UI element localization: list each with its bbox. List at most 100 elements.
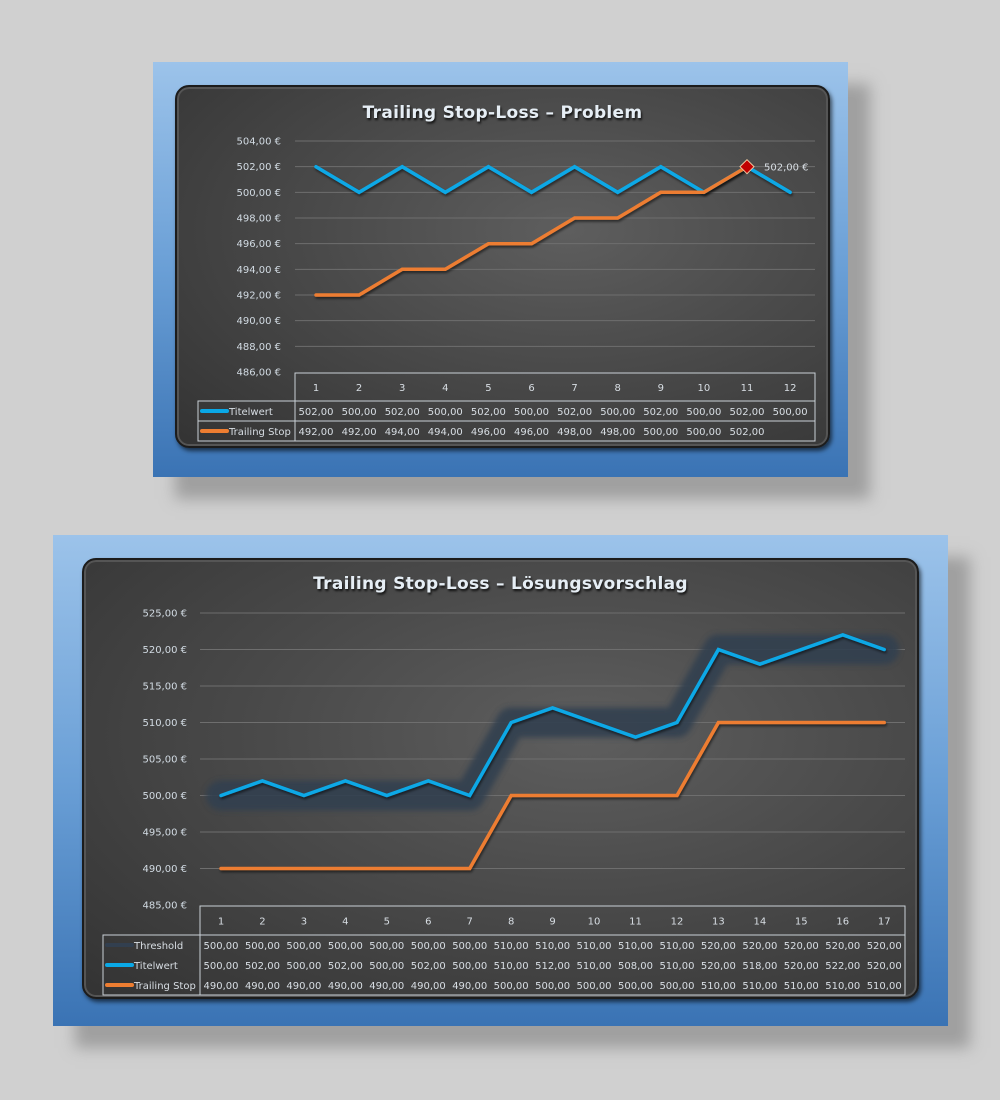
table-cell: 500,00 xyxy=(659,981,694,992)
category-label: 1 xyxy=(313,383,319,394)
table-cell: 520,00 xyxy=(742,941,777,952)
table-cell: 500,00 xyxy=(342,407,377,418)
legend-entry: Titelwert xyxy=(133,961,178,972)
table-cell: 510,00 xyxy=(825,981,860,992)
category-label: 2 xyxy=(356,383,362,394)
category-label: 12 xyxy=(671,917,684,928)
table-cell: 500,00 xyxy=(773,407,808,418)
table-cell: 502,00 xyxy=(730,407,765,418)
table-cell: 500,00 xyxy=(494,981,529,992)
diamond-marker-icon[interactable] xyxy=(739,158,755,175)
y-axis-label: 498,00 € xyxy=(236,214,281,225)
y-axis-label: 490,00 € xyxy=(236,316,281,327)
table-cell: 500,00 xyxy=(286,941,321,952)
table-cell: 502,00 xyxy=(557,407,592,418)
table-cell: 500,00 xyxy=(514,407,549,418)
category-label: 11 xyxy=(629,917,642,928)
series-line-trailing-stop[interactable] xyxy=(314,164,749,297)
table-cell: 490,00 xyxy=(411,981,446,992)
table-cell: 500,00 xyxy=(411,941,446,952)
table-cell: 502,00 xyxy=(730,427,765,438)
category-label: 7 xyxy=(571,383,577,394)
table-cell: 522,00 xyxy=(825,961,860,972)
table-cell: 492,00 xyxy=(342,427,377,438)
chart1-area[interactable]: Trailing Stop-Loss – Problem xyxy=(175,85,830,448)
table-cell: 520,00 xyxy=(701,961,736,972)
table-cell: 490,00 xyxy=(369,981,404,992)
y-axis-label: 515,00 € xyxy=(142,682,187,693)
category-label: 4 xyxy=(342,917,348,928)
legend-entry: Trailing Stop xyxy=(228,427,291,438)
category-label: 10 xyxy=(588,917,601,928)
table-cell: 490,00 xyxy=(204,981,239,992)
category-label: 11 xyxy=(741,383,754,394)
table-cell: 492,00 xyxy=(299,427,334,438)
chart2-area[interactable]: Trailing Stop-Loss – Lösungsvorschlag xyxy=(82,558,919,999)
legend-entry: Trailing Stop xyxy=(133,981,196,992)
category-label: 14 xyxy=(753,917,766,928)
table-cell: 510,00 xyxy=(535,941,570,952)
series-threshold-band[interactable] xyxy=(206,634,900,811)
table-cell: 498,00 xyxy=(600,427,635,438)
table-cell: 494,00 xyxy=(428,427,463,438)
table-cell: 502,00 xyxy=(411,961,446,972)
category-label: 9 xyxy=(658,383,664,394)
y-axis-label: 492,00 € xyxy=(236,291,281,302)
table-cell: 510,00 xyxy=(577,961,612,972)
y-axis-label: 490,00 € xyxy=(142,864,187,875)
chart2-title: Trailing Stop-Loss – Lösungsvorschlag xyxy=(313,574,688,594)
y-axis-label: 496,00 € xyxy=(236,239,281,250)
category-label: 5 xyxy=(485,383,491,394)
category-label: 9 xyxy=(549,917,555,928)
category-label: 3 xyxy=(399,383,405,394)
table-cell: 508,00 xyxy=(618,961,653,972)
y-axis-label: 500,00 € xyxy=(142,791,187,802)
category-label: 17 xyxy=(878,917,891,928)
y-axis-label: 520,00 € xyxy=(142,645,187,656)
series-line-titelwert[interactable] xyxy=(219,633,886,798)
table-cell: 510,00 xyxy=(494,941,529,952)
legend-entry: Threshold xyxy=(133,941,183,952)
y-axis-label: 510,00 € xyxy=(142,718,187,729)
y-axis-label: 486,00 € xyxy=(236,368,281,379)
category-label: 4 xyxy=(442,383,448,394)
table-cell: 502,00 xyxy=(385,407,420,418)
category-label: 16 xyxy=(836,917,849,928)
table-cell: 500,00 xyxy=(328,941,363,952)
table-cell: 502,00 xyxy=(328,961,363,972)
category-label: 1 xyxy=(218,917,224,928)
data-label: 502,00 € xyxy=(764,163,809,174)
category-label: 7 xyxy=(467,917,473,928)
category-label: 2 xyxy=(259,917,265,928)
y-axis-label: 525,00 € xyxy=(142,609,187,620)
category-label: 6 xyxy=(528,383,534,394)
category-label: 8 xyxy=(508,917,514,928)
category-label: 10 xyxy=(698,383,711,394)
series-line-trailing-stop[interactable] xyxy=(219,720,886,871)
table-cell: 500,00 xyxy=(286,961,321,972)
table-cell: 520,00 xyxy=(784,961,819,972)
table-cell: 490,00 xyxy=(452,981,487,992)
table-cell: 500,00 xyxy=(369,961,404,972)
category-label: 5 xyxy=(384,917,390,928)
table-cell: 500,00 xyxy=(204,941,239,952)
table-cell: 502,00 xyxy=(245,961,280,972)
category-label: 15 xyxy=(795,917,808,928)
table-cell: 490,00 xyxy=(286,981,321,992)
y-axis-label: 488,00 € xyxy=(236,342,281,353)
category-label: 13 xyxy=(712,917,725,928)
table-cell: 510,00 xyxy=(742,981,777,992)
y-axis-label: 495,00 € xyxy=(142,828,187,839)
y-axis-label: 494,00 € xyxy=(236,265,281,276)
table-cell: 510,00 xyxy=(867,981,902,992)
table-cell: 494,00 xyxy=(385,427,420,438)
table-cell: 490,00 xyxy=(245,981,280,992)
table-cell: 500,00 xyxy=(452,961,487,972)
table-cell: 520,00 xyxy=(784,941,819,952)
category-label: 6 xyxy=(425,917,431,928)
table-cell: 500,00 xyxy=(618,981,653,992)
table-cell: 500,00 xyxy=(577,981,612,992)
